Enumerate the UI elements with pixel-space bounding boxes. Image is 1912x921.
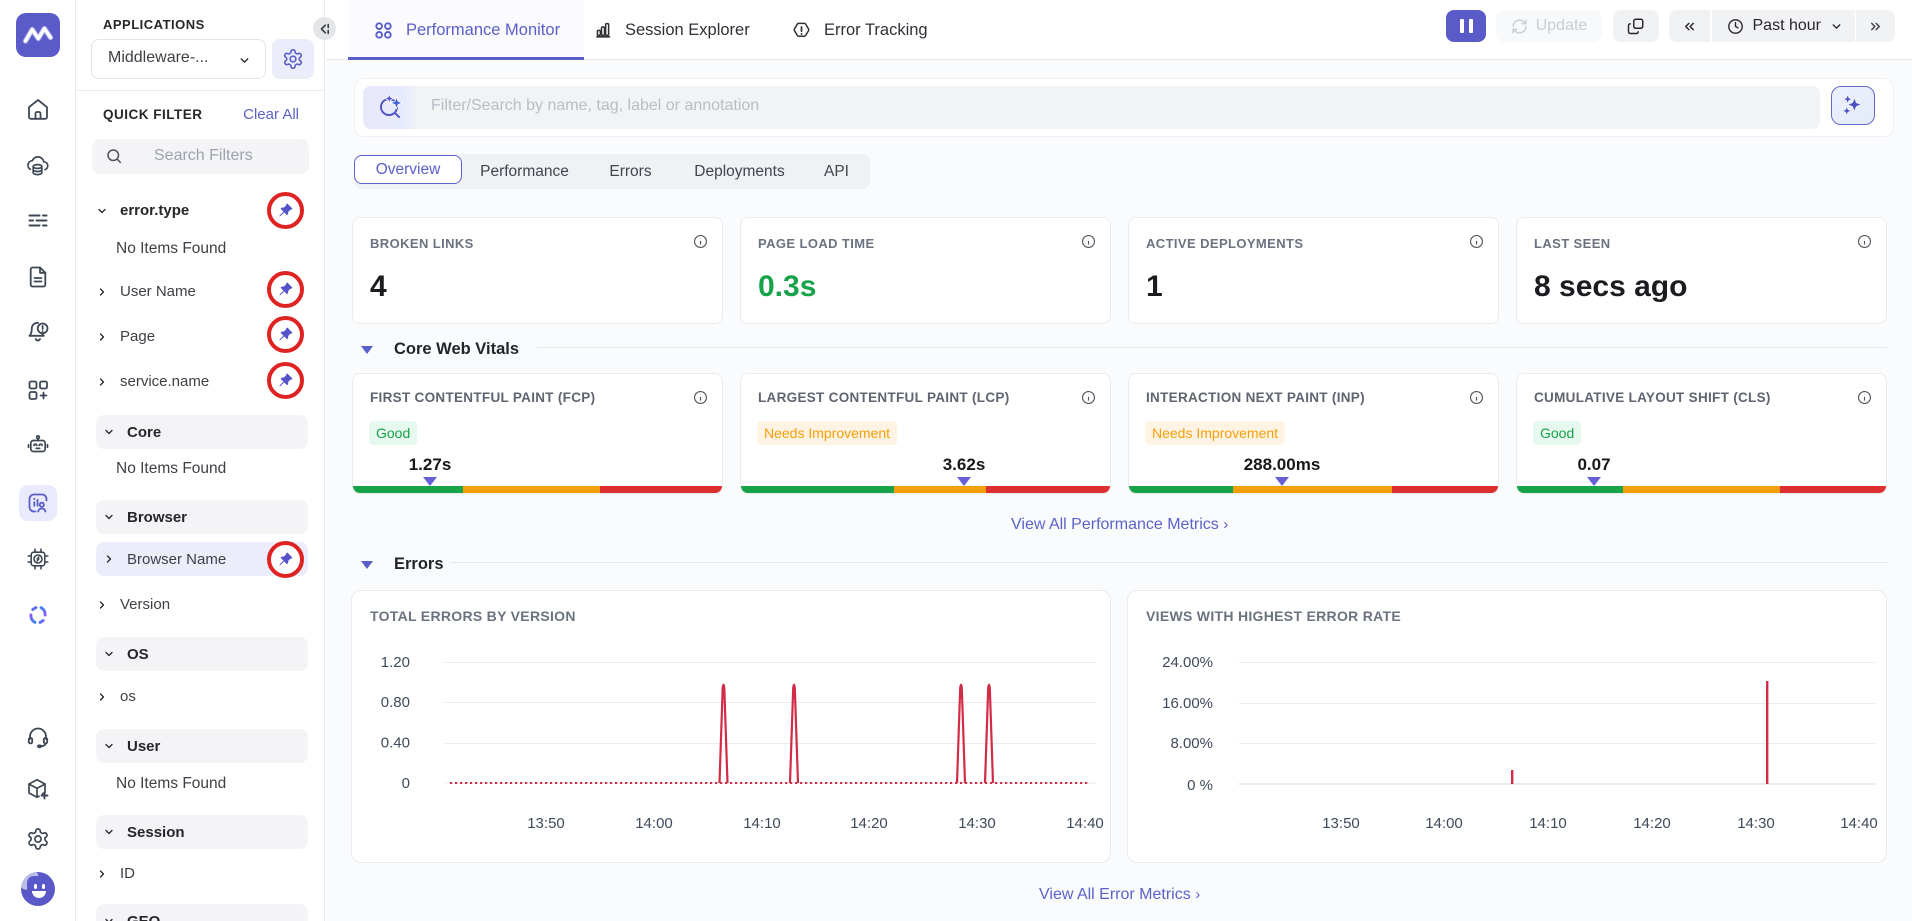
svg-text:14:10: 14:10	[1529, 815, 1567, 832]
svg-text:14:20: 14:20	[1633, 815, 1671, 832]
svg-text:14:40: 14:40	[1840, 815, 1878, 832]
svg-text:13:50: 13:50	[527, 815, 565, 832]
svg-text:0 %: 0 %	[1187, 777, 1213, 794]
svg-text:0.80: 0.80	[381, 694, 410, 711]
svg-text:14:00: 14:00	[1425, 815, 1463, 832]
svg-text:13:50: 13:50	[1322, 815, 1360, 832]
svg-text:14:30: 14:30	[1737, 815, 1775, 832]
svg-text:14:40: 14:40	[1066, 815, 1104, 832]
svg-text:14:20: 14:20	[850, 815, 888, 832]
svg-text:14:10: 14:10	[743, 815, 781, 832]
svg-text:8.00%: 8.00%	[1170, 735, 1213, 752]
svg-text:14:30: 14:30	[958, 815, 996, 832]
svg-text:0: 0	[402, 775, 410, 792]
svg-text:16.00%: 16.00%	[1162, 695, 1213, 712]
svg-text:14:00: 14:00	[635, 815, 673, 832]
svg-text:1.20: 1.20	[381, 654, 410, 671]
svg-text:0.40: 0.40	[381, 735, 410, 752]
svg-text:24.00%: 24.00%	[1162, 654, 1213, 671]
